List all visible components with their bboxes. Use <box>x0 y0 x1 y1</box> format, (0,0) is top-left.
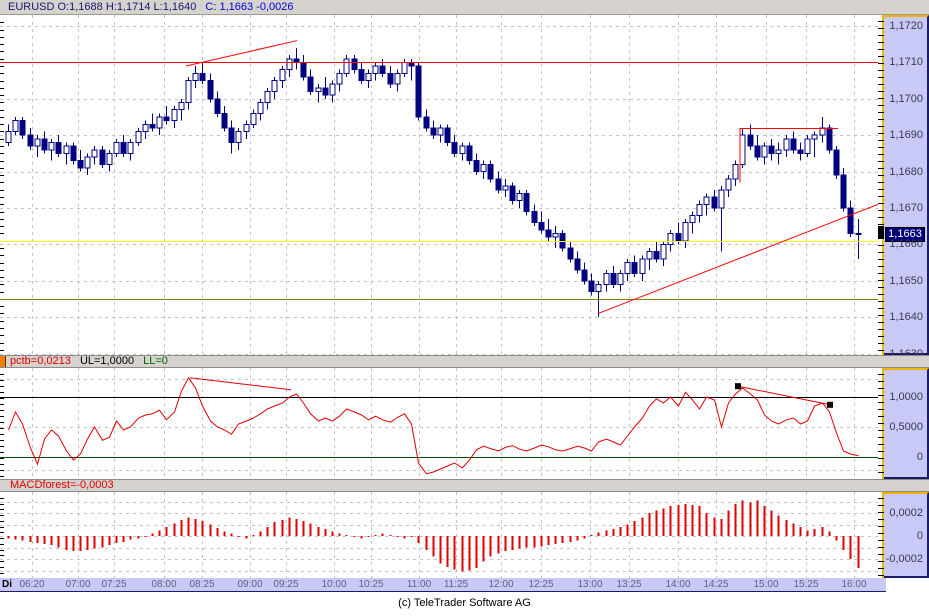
pctb-line <box>8 376 859 475</box>
macd-value-label: MACDforest=-0,0003 <box>10 479 114 491</box>
time-axis-label: 10:25 <box>358 579 384 590</box>
time-axis-label: 08:00 <box>151 579 177 590</box>
axis-tick-marks <box>878 15 884 355</box>
macd-plot[interactable] <box>0 492 878 578</box>
candles-layer <box>5 47 862 318</box>
left-minor-ticks <box>0 374 4 477</box>
price-axis-label: 1,1690 <box>889 129 923 141</box>
time-axis[interactable]: Di 06:20 07:00 07:25 08:00 08:25 09:00 09:25 10:… <box>0 578 886 592</box>
price-scale-tickstrip <box>878 15 884 355</box>
time-axis-label: 14:25 <box>703 579 729 590</box>
time-axis-label: 11:25 <box>443 579 469 590</box>
price-panel: 1,1663 1,1720 1,1710 1,1700 1,1690 1,1680 1,1… <box>0 15 929 360</box>
price-axis-label: 1,1670 <box>889 202 923 214</box>
copyright-text: (c) TeleTrader Software AG <box>398 597 531 609</box>
symbol-ohlc-text: EURUSD O:1,1688 H:1,1714 L:1,1640 <box>8 1 197 13</box>
close-change-text: C: 1,1663 -0,0026 <box>205 1 294 13</box>
time-axis-label: 06:20 <box>19 579 45 590</box>
macd-axis[interactable]: 0,0002 0 -0,0002 <box>884 492 929 578</box>
left-minor-ticks <box>0 22 4 351</box>
status-bar: (c) TeleTrader Software AG <box>0 592 929 616</box>
axis-tick-marks <box>878 492 884 578</box>
price-axis-label: 1,1650 <box>889 275 923 287</box>
day-marker-label: Di <box>2 579 12 590</box>
level-lines <box>0 397 878 458</box>
pctb-axis-label: 0,5000 <box>889 421 923 433</box>
gridlines <box>0 492 878 578</box>
macd-histogram <box>7 500 860 572</box>
time-axis-label: 13:00 <box>577 579 603 590</box>
trendline-handle <box>735 383 741 390</box>
time-axis-label: 07:00 <box>65 579 91 590</box>
last-price-tag: 1,1663 <box>885 227 925 242</box>
price-chart-plot[interactable] <box>0 15 878 355</box>
time-axis-label: 07:25 <box>101 579 127 590</box>
pctb-upper-level-label: UL=1,0000 <box>79 355 135 367</box>
time-axis-label: 15:00 <box>753 579 779 590</box>
pctb-indicator-header: pctb=0,0213 UL=1,0000 LL=0 <box>0 355 929 368</box>
pctb-value-label: pctb=0,0213 <box>10 355 71 367</box>
price-axis-label: 1,1720 <box>889 20 923 32</box>
drawing-overlays <box>0 40 878 315</box>
pctb-lower-level-label: LL=0 <box>143 355 168 367</box>
gridlines <box>0 368 878 479</box>
time-axis-label: 09:00 <box>237 579 263 590</box>
price-axis-label: 1,1660 <box>889 238 923 250</box>
trendline-overlays <box>189 377 833 408</box>
macd-axis-label: 0 <box>916 530 923 542</box>
time-axis-label: 09:25 <box>273 579 299 590</box>
last-price-notch <box>878 226 884 239</box>
pctb-axis-label: 1,0000 <box>889 391 923 403</box>
macd-panel: 0,0002 0 -0,0002 <box>0 492 929 578</box>
price-axis[interactable]: 1,1663 1,1720 1,1710 1,1700 1,1690 1,1680 1,1… <box>884 15 929 360</box>
time-axis-label: 13:25 <box>616 579 642 590</box>
price-axis-label: 1,1640 <box>889 311 923 323</box>
price-axis-label: 1,1700 <box>889 93 923 105</box>
time-axis-label: 12:00 <box>488 579 514 590</box>
pctb-plot[interactable] <box>0 368 878 479</box>
macd-axis-label: -0,0002 <box>885 553 923 565</box>
macd-axis-label: 0,0002 <box>889 507 923 519</box>
time-axis-label: 11:00 <box>406 579 432 590</box>
title-bar: EURUSD O:1,1688 H:1,1714 L:1,1640 C: 1,1… <box>0 0 929 15</box>
macd-scale-tickstrip <box>878 492 884 578</box>
gridlines <box>0 15 878 355</box>
price-axis-label: 1,1710 <box>889 56 923 68</box>
time-axis-label: 10:00 <box>321 579 347 590</box>
price-axis-label: 1,1680 <box>889 166 923 178</box>
time-axis-label: 14:00 <box>665 579 691 590</box>
pctb-axis[interactable]: 1,0000 0,5000 0 <box>884 368 929 479</box>
pctb-axis-label: 0 <box>916 451 923 463</box>
pctb-color-swatch <box>0 356 6 367</box>
macd-indicator-header: MACDforest=-0,0003 <box>0 479 929 492</box>
axis-tick-marks <box>878 368 884 479</box>
time-axis-label: 16:00 <box>841 579 867 590</box>
time-axis-label: 12:25 <box>528 579 554 590</box>
trendline-handle <box>827 401 833 408</box>
time-axis-label: 08:25 <box>189 579 215 590</box>
pctb-panel: 1,0000 0,5000 0 <box>0 368 929 479</box>
left-minor-ticks <box>0 498 4 574</box>
pctb-scale-tickstrip <box>878 368 884 479</box>
time-axis-label: 15:25 <box>793 579 819 590</box>
